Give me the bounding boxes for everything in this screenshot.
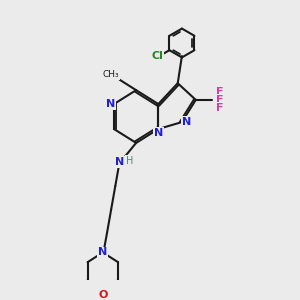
Text: O: O: [98, 290, 107, 300]
Text: F: F: [216, 103, 223, 113]
Text: N: N: [154, 128, 163, 138]
Text: F: F: [216, 95, 223, 105]
Text: CH₃: CH₃: [103, 70, 119, 80]
Text: N: N: [182, 117, 191, 127]
Text: N: N: [115, 157, 124, 167]
Text: Cl: Cl: [151, 52, 163, 61]
Text: H: H: [125, 156, 133, 166]
Text: N: N: [106, 99, 115, 109]
Text: F: F: [216, 87, 223, 97]
Text: N: N: [98, 248, 107, 257]
